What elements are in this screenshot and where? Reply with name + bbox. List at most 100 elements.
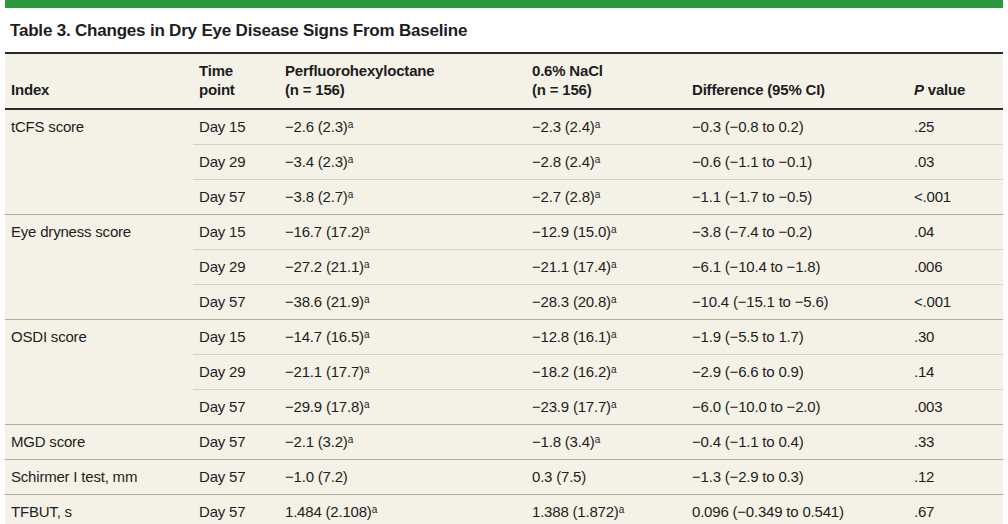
footnote-marker: a <box>364 399 369 410</box>
difference-cell: −6.1 (−10.4 to −1.8) <box>686 249 908 284</box>
footnote-marker: a <box>348 434 353 445</box>
footnote-marker: a <box>619 504 624 515</box>
page: Table 3. Changes in Dry Eye Disease Sign… <box>0 0 1008 524</box>
p-value-cell: .67 <box>908 494 1003 524</box>
footnote-marker: a <box>364 294 369 305</box>
drug-value-cell: −2.6 (2.3)a <box>279 109 526 145</box>
table-title: Table 3. Changes in Dry Eye Disease Sign… <box>5 8 1003 52</box>
drug-value-cell: −2.1 (3.2)a <box>279 424 526 459</box>
time-point-cell: Day 29 <box>193 354 279 389</box>
drug-value-cell: −38.6 (21.9)a <box>279 284 526 319</box>
footnote-marker: a <box>595 154 600 165</box>
index-cell <box>5 179 193 214</box>
table-row: Schirmer I test, mmDay 57−1.0 (7.2)0.3 (… <box>5 459 1003 494</box>
table-row: OSDI scoreDay 15−14.7 (16.5)a−12.8 (16.1… <box>5 319 1003 354</box>
footnote-marker: a <box>611 294 616 305</box>
difference-cell: −0.4 (−1.1 to 0.4) <box>686 424 908 459</box>
footnote-marker: a <box>595 189 600 200</box>
table-row: Day 29−21.1 (17.7)a−18.2 (16.2)a−2.9 (−6… <box>5 354 1003 389</box>
table-row: MGD scoreDay 57−2.1 (3.2)a−1.8 (3.4)a−0.… <box>5 424 1003 459</box>
col-header-difference: Difference (95% CI) <box>686 53 908 109</box>
col-header-p-value: P value <box>908 53 1003 109</box>
time-point-cell: Day 15 <box>193 319 279 354</box>
time-point-cell: Day 57 <box>193 459 279 494</box>
time-point-cell: Day 57 <box>193 494 279 524</box>
col-header-p-rest: value <box>924 81 965 98</box>
time-point-cell: Day 57 <box>193 389 279 424</box>
nacl-value-cell: 0.3 (7.5) <box>526 459 686 494</box>
drug-value-cell: −3.4 (2.3)a <box>279 144 526 179</box>
nacl-value-cell: −1.8 (3.4)a <box>526 424 686 459</box>
drug-value-cell: −27.2 (21.1)a <box>279 249 526 284</box>
p-value-cell: .12 <box>908 459 1003 494</box>
footnote-marker: a <box>611 259 616 270</box>
difference-cell: −1.3 (−2.9 to 0.3) <box>686 459 908 494</box>
p-value-cell: .30 <box>908 319 1003 354</box>
difference-cell: −2.9 (−6.6 to 0.9) <box>686 354 908 389</box>
difference-cell: −6.0 (−10.0 to −2.0) <box>686 389 908 424</box>
footnote-marker: a <box>611 329 616 340</box>
p-value-cell: <.001 <box>908 284 1003 319</box>
difference-cell: −0.6 (−1.1 to −0.1) <box>686 144 908 179</box>
p-value-cell: .33 <box>908 424 1003 459</box>
index-cell: Eye dryness score <box>5 214 193 249</box>
table-row: tCFS scoreDay 15−2.6 (2.3)a−2.3 (2.4)a−0… <box>5 109 1003 145</box>
nacl-value-cell: −28.3 (20.8)a <box>526 284 686 319</box>
index-cell: Schirmer I test, mm <box>5 459 193 494</box>
footnote-marker: a <box>595 119 600 130</box>
drug-value-cell: −3.8 (2.7)a <box>279 179 526 214</box>
index-cell: tCFS score <box>5 109 193 145</box>
difference-cell: −3.8 (−7.4 to −0.2) <box>686 214 908 249</box>
footnote-marker: a <box>364 329 369 340</box>
difference-cell: −10.4 (−15.1 to −5.6) <box>686 284 908 319</box>
col-header-nacl-line1: 0.6% NaCl <box>532 62 603 79</box>
col-header-index-label: Index <box>11 81 49 98</box>
index-cell <box>5 249 193 284</box>
col-header-index: Index <box>5 53 193 109</box>
table-row: Day 57−38.6 (21.9)a−28.3 (20.8)a−10.4 (−… <box>5 284 1003 319</box>
col-header-time-line2: point <box>199 81 235 98</box>
p-value-cell: <.001 <box>908 179 1003 214</box>
drug-value-cell: −1.0 (7.2) <box>279 459 526 494</box>
col-header-p-italic: P <box>914 81 924 98</box>
drug-value-cell: −29.9 (17.8)a <box>279 389 526 424</box>
index-cell: MGD score <box>5 424 193 459</box>
col-header-time-line1: Time <box>199 62 233 79</box>
footnote-marker: a <box>595 434 600 445</box>
nacl-value-cell: −2.8 (2.4)a <box>526 144 686 179</box>
footnote-marker: a <box>364 364 369 375</box>
col-header-time-point: Time point <box>193 53 279 109</box>
col-header-nacl-line2: (n = 156) <box>532 81 591 98</box>
header-row: Index Time point Perfluorohexyloctane(n =… <box>5 53 1003 109</box>
table-row: Day 57−3.8 (2.7)a−2.7 (2.8)a−1.1 (−1.7 t… <box>5 179 1003 214</box>
p-value-cell: .03 <box>908 144 1003 179</box>
table-row: Day 57−29.9 (17.8)a−23.9 (17.7)a−6.0 (−1… <box>5 389 1003 424</box>
table-row: Day 29−27.2 (21.1)a−21.1 (17.4)a−6.1 (−1… <box>5 249 1003 284</box>
col-header-nacl: 0.6% NaCl (n = 156) <box>526 53 686 109</box>
footnote-marker: a <box>348 119 353 130</box>
nacl-value-cell: −12.9 (15.0)a <box>526 214 686 249</box>
col-header-perfluorohexyloctane: Perfluorohexyloctane(n = 156) <box>279 53 526 109</box>
index-cell <box>5 389 193 424</box>
nacl-value-cell: 1.388 (1.872)a <box>526 494 686 524</box>
table-body: tCFS scoreDay 15−2.6 (2.3)a−2.3 (2.4)a−0… <box>5 109 1003 524</box>
time-point-cell: Day 29 <box>193 249 279 284</box>
drug-value-cell: 1.484 (2.108)a <box>279 494 526 524</box>
col-header-drug-line2: (n = 156) <box>285 81 344 98</box>
table-row: Eye dryness scoreDay 15−16.7 (17.2)a−12.… <box>5 214 1003 249</box>
time-point-cell: Day 57 <box>193 424 279 459</box>
time-point-cell: Day 15 <box>193 109 279 145</box>
difference-cell: −0.3 (−0.8 to 0.2) <box>686 109 908 145</box>
p-value-cell: .04 <box>908 214 1003 249</box>
footnote-marker: a <box>611 399 616 410</box>
table-row: TFBUT, sDay 571.484 (2.108)a1.388 (1.872… <box>5 494 1003 524</box>
index-cell: OSDI score <box>5 319 193 354</box>
time-point-cell: Day 57 <box>193 284 279 319</box>
footnote-marker: a <box>611 224 616 235</box>
difference-cell: −1.9 (−5.5 to 1.7) <box>686 319 908 354</box>
p-value-cell: .14 <box>908 354 1003 389</box>
nacl-value-cell: −21.1 (17.4)a <box>526 249 686 284</box>
drug-value-cell: −21.1 (17.7)a <box>279 354 526 389</box>
difference-cell: −1.1 (−1.7 to −0.5) <box>686 179 908 214</box>
footnote-marker: a <box>348 189 353 200</box>
